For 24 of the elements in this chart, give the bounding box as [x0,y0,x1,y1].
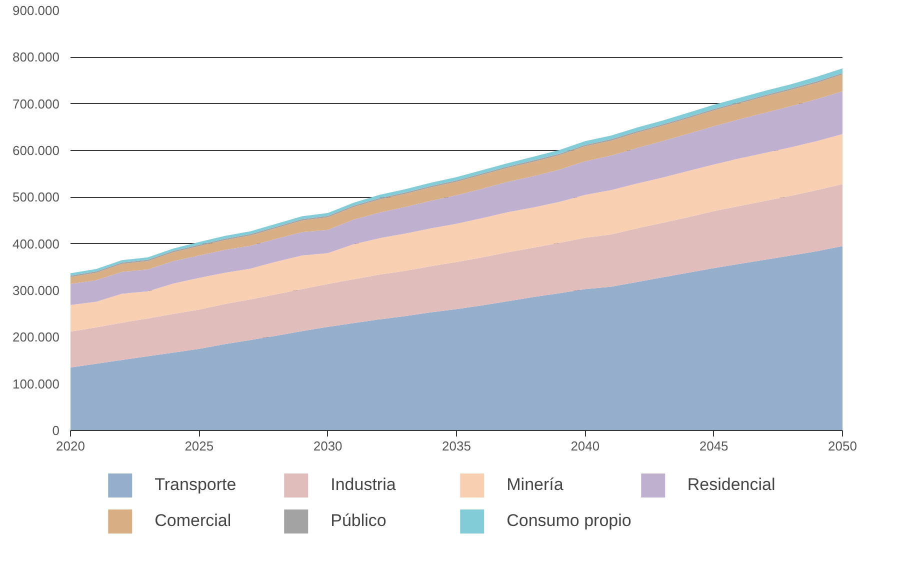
legend-label: Residencial [687,475,776,495]
x-tick-label: 2025 [184,438,214,454]
x-tick-label: 2020 [56,438,85,454]
legend-label: Industria [330,475,397,495]
y-tick-label: 900.000 [12,3,60,18]
legend-label: Transporte [154,475,238,495]
y-tick-label: 600.000 [12,143,60,158]
legend-label: Comercial [154,511,232,531]
x-tick-label: 2030 [313,438,342,454]
y-tick-label: 300.000 [12,283,60,298]
y-tick-label: 700.000 [12,96,60,112]
y-tick-label: 0 [52,423,60,438]
x-tick-label: 2045 [699,438,728,454]
x-tick-label: 2035 [442,438,471,454]
y-tick-label: 800.000 [12,50,60,65]
y-tick-label: 400.000 [12,236,60,252]
x-tick-label: 2040 [570,438,600,454]
legend-label: Minería [506,475,564,495]
y-tick-label: 100.000 [12,376,60,392]
legend-label: Consumo propio [506,511,632,531]
x-tick-label: 2050 [828,438,857,454]
y-tick-label: 200.000 [12,330,60,345]
legend-label: Público [330,511,388,531]
y-tick-label: 500.000 [12,190,60,205]
